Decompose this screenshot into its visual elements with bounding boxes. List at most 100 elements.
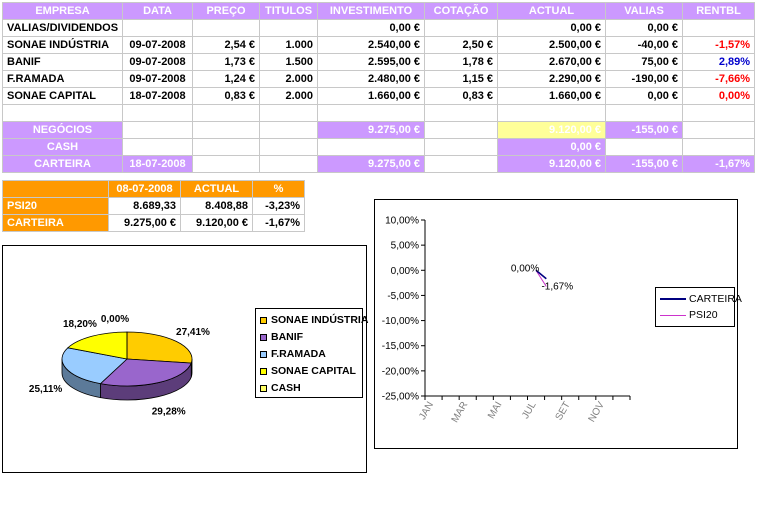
table-cell [259,121,319,139]
y-tick-label: 0,00% [391,266,419,277]
cell-empresa: VALIAS/DIVIDENDOS [1,19,124,37]
legend-swatch [660,298,686,301]
cell-preco: 1,73 € [192,53,261,71]
line-legend-item: CARTEIRA [660,291,742,307]
summary-actual: 9.120,00 € [497,121,607,139]
x-tick-label: MAR [450,400,471,425]
x-tick-label: NOV [587,400,608,425]
table-cell [317,138,426,156]
cell-actual: 2.670,00 € [497,53,607,71]
cell-actual: 2.290,00 € [497,70,607,88]
cell-investimento: 0,00 € [317,19,426,37]
legend-label: SONAE INDÚSTRIA [271,314,369,326]
y-tick-label: 10,00% [385,216,419,227]
legend-label: BANIF [271,331,304,343]
cell-preco: 1,24 € [192,70,261,88]
header-titulos: TITULOS [259,2,319,20]
summary-investimento: 9.275,00 € [317,155,426,173]
legend-label: CARTEIRA [689,293,742,305]
table-cell [192,121,261,139]
table-row: BANIF 09-07-2008 1,73 €1.500 2.595,00 €1,78… [1,53,756,71]
cell-empresa: SONAE INDÚSTRIA [1,36,124,54]
cell-valias: 75,00 € [605,53,684,71]
header-cotacao: COTAÇÃO [424,2,499,20]
summary-row-carteira: CARTEIRA 18-07-2008 9.275,00 € 9.120,00 … [1,155,756,173]
cell-rentbl [682,19,756,37]
pie-legend-item: SONAE INDÚSTRIA [260,312,368,329]
cell-data: 18-07-2008 [122,87,194,105]
pie-legend-item: CASH [260,380,362,397]
legend-label: PSI20 [689,309,718,321]
carteira-row-start: 9.275,00 € [108,214,181,232]
y-tick-label: -10,00% [382,316,419,327]
pie-data-label: 25,11% [29,384,62,395]
header-actual: ACTUAL [497,2,607,20]
psi20-row-actual: 8.408,88 [180,197,253,215]
pie-slice [126,331,193,364]
spacer-row [1,104,756,122]
holdings-table: EMPRESA DATA PREÇO TITULOS INVESTIMENTO … [1,2,756,173]
pie-chart: 27,41% 29,28% 25,11% 18,20% 0,00% [29,314,210,418]
legend-swatch [660,314,686,316]
cell-titulos: 2.000 [259,87,319,105]
legend-swatch [260,350,267,358]
psi20-header-date: 08-07-2008 [108,180,181,198]
table-cell [605,138,684,156]
table-cell [424,121,499,139]
table-cell [682,121,756,139]
legend-swatch [260,333,267,341]
summary-row-cash: CASH 0,00 € [1,138,756,156]
cell-valias: -40,00 € [605,36,684,54]
legend-label: CASH [271,382,301,394]
cell-investimento: 2.480,00 € [317,70,426,88]
cell-cotacao: 0,83 € [424,87,499,105]
table-cell [682,104,756,122]
table-cell [122,138,194,156]
cell-valias: -190,00 € [605,70,684,88]
data-label: -1,67% [541,282,573,293]
carteira-row-actual: 9.120,00 € [180,214,253,232]
cell-rentbl: 2,89% [682,53,756,71]
legend-swatch [260,367,267,375]
pie-chart-area: 27,41% 29,28% 25,11% 18,20% 0,00% SONAE INDÚ… [2,245,368,473]
table-cell [259,138,319,156]
carteira-row: CARTEIRA 9.275,00 € 9.120,00 € -1,67% [2,214,305,232]
psi20-row-pct: -3,23% [252,197,305,215]
cell-titulos: 1.500 [259,53,319,71]
summary-data: 18-07-2008 [122,155,194,173]
psi20-header-blank [2,180,109,198]
cell-data: 09-07-2008 [122,53,194,71]
x-tick-label: SET [554,400,573,422]
cell-cotacao: 2,50 € [424,36,499,54]
cell-investimento: 1.660,00 € [317,87,426,105]
pie-legend-item: F.RAMADA [260,346,362,363]
cell-rentbl: 0,00% [682,87,756,105]
cell-preco: 0,83 € [192,87,261,105]
table-cell [605,104,684,122]
legend-label: F.RAMADA [271,348,326,360]
holdings-header-row: EMPRESA DATA PREÇO TITULOS INVESTIMENTO … [1,2,756,20]
cell-empresa: SONAE CAPITAL [1,87,124,105]
table-cell [192,104,261,122]
cell-investimento: 2.595,00 € [317,53,426,71]
pie-legend-item: BANIF [260,329,362,346]
table-cell [424,138,499,156]
header-investimento: INVESTIMENTO [317,2,426,20]
summary-label: NEGÓCIOS [1,121,124,139]
table-cell [1,104,124,122]
psi20-header-pct: % [252,180,305,198]
header-data: DATA [122,2,194,20]
table-cell [317,104,426,122]
pie-slice [61,347,128,385]
legend-swatch [260,316,267,324]
x-tick-label: JUL [520,400,539,421]
y-tick-label: -25,00% [382,392,419,403]
pie-data-label: 27,41% [176,327,210,338]
line-chart: 10,00% 5,00% 0,00% -5,00% -10,00% -15,00% -20,… [382,216,631,425]
legend-label: SONAE CAPITAL [271,365,356,377]
summary-actual: 0,00 € [497,138,607,156]
table-cell [497,104,607,122]
psi20-row-start: 8.689,33 [108,197,181,215]
pie-data-label: 18,20% [63,319,97,330]
cell-actual: 2.500,00 € [497,36,607,54]
